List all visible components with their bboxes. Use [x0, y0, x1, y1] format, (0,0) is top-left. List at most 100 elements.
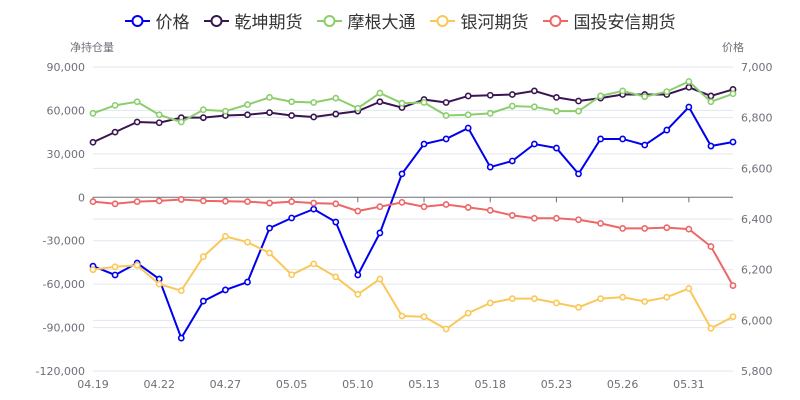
data-point[interactable] [133, 261, 141, 269]
data-point[interactable] [663, 224, 671, 232]
data-point[interactable] [244, 278, 251, 286]
data-point[interactable] [553, 214, 560, 222]
data-point[interactable] [729, 90, 737, 98]
data-point[interactable] [575, 97, 582, 105]
data-point[interactable] [729, 138, 737, 146]
legend-item-guotou[interactable]: 国投安信期货 [542, 8, 676, 33]
data-point[interactable] [442, 135, 450, 143]
data-point[interactable] [244, 238, 251, 246]
data-point[interactable] [288, 271, 296, 279]
data-point[interactable] [266, 109, 273, 116]
data-point[interactable] [332, 200, 340, 208]
data-point[interactable] [553, 94, 560, 101]
data-point[interactable] [508, 157, 516, 165]
data-point[interactable] [310, 99, 318, 106]
series-line[interactable] [89, 232, 737, 333]
data-point[interactable] [685, 78, 693, 85]
data-point[interactable] [530, 214, 538, 222]
data-point[interactable] [155, 280, 163, 288]
data-point[interactable] [244, 111, 251, 119]
data-point[interactable] [707, 324, 715, 332]
data-point[interactable] [177, 334, 185, 342]
data-point[interactable] [133, 118, 141, 126]
data-point[interactable] [685, 285, 693, 292]
data-point[interactable] [376, 275, 384, 283]
data-point[interactable] [530, 87, 538, 95]
data-point[interactable] [155, 197, 163, 205]
data-point[interactable] [177, 196, 185, 203]
data-point[interactable] [685, 103, 693, 111]
data-point[interactable] [464, 309, 472, 317]
data-point[interactable] [155, 111, 163, 119]
data-point[interactable] [266, 94, 273, 101]
data-point[interactable] [663, 126, 671, 134]
data-point[interactable] [133, 198, 141, 206]
data-point[interactable] [707, 92, 715, 100]
data-point[interactable] [89, 138, 97, 146]
data-point[interactable] [332, 273, 340, 281]
data-point[interactable] [508, 295, 516, 303]
data-point[interactable] [376, 89, 384, 97]
data-point[interactable] [420, 140, 428, 148]
data-point[interactable] [89, 198, 97, 206]
data-point[interactable] [199, 114, 207, 122]
data-point[interactable] [619, 225, 627, 232]
data-point[interactable] [729, 313, 737, 321]
data-point[interactable] [464, 111, 472, 119]
data-point[interactable] [376, 203, 384, 211]
data-point[interactable] [177, 287, 185, 295]
data-point[interactable] [619, 135, 627, 143]
data-point[interactable] [133, 98, 141, 106]
data-point[interactable] [641, 298, 649, 305]
data-point[interactable] [641, 93, 649, 101]
data-point[interactable] [89, 109, 97, 117]
data-point[interactable] [553, 107, 560, 115]
data-point[interactable] [199, 106, 207, 114]
data-point[interactable] [464, 124, 472, 132]
data-point[interactable] [266, 199, 273, 207]
data-point[interactable] [442, 201, 450, 208]
data-point[interactable] [111, 128, 119, 136]
data-point[interactable] [288, 214, 296, 222]
data-point[interactable] [310, 260, 318, 268]
data-point[interactable] [530, 140, 538, 148]
data-point[interactable] [553, 144, 560, 152]
data-point[interactable] [376, 229, 384, 237]
data-point[interactable] [530, 295, 538, 303]
data-point[interactable] [310, 205, 318, 213]
data-point[interactable] [575, 303, 582, 311]
series-line[interactable] [89, 196, 737, 289]
data-point[interactable] [199, 253, 207, 261]
data-point[interactable] [597, 295, 604, 303]
data-point[interactable] [398, 99, 406, 107]
data-point[interactable] [155, 119, 163, 127]
data-point[interactable] [619, 293, 627, 301]
data-point[interactable] [420, 203, 428, 211]
data-point[interactable] [332, 218, 340, 226]
data-point[interactable] [354, 207, 362, 215]
data-point[interactable] [177, 118, 185, 126]
data-point[interactable] [310, 199, 318, 207]
data-point[interactable] [288, 198, 296, 206]
data-point[interactable] [199, 297, 207, 305]
data-point[interactable] [729, 282, 737, 289]
data-point[interactable] [111, 200, 119, 208]
data-point[interactable] [244, 198, 251, 206]
data-point[interactable] [707, 98, 715, 106]
data-point[interactable] [222, 107, 229, 115]
data-point[interactable] [111, 101, 119, 109]
data-point[interactable] [354, 104, 362, 112]
series-line[interactable] [89, 78, 737, 126]
data-point[interactable] [111, 263, 119, 271]
data-point[interactable] [508, 102, 516, 110]
series-line[interactable] [89, 83, 737, 146]
data-point[interactable] [288, 112, 296, 119]
data-point[interactable] [199, 197, 207, 205]
legend-item-yinhe[interactable]: 银河期货 [429, 8, 529, 33]
data-point[interactable] [663, 293, 671, 301]
data-point[interactable] [685, 225, 693, 233]
data-point[interactable] [222, 286, 229, 294]
data-point[interactable] [486, 163, 494, 171]
data-point[interactable] [619, 87, 627, 95]
data-point[interactable] [597, 135, 604, 143]
